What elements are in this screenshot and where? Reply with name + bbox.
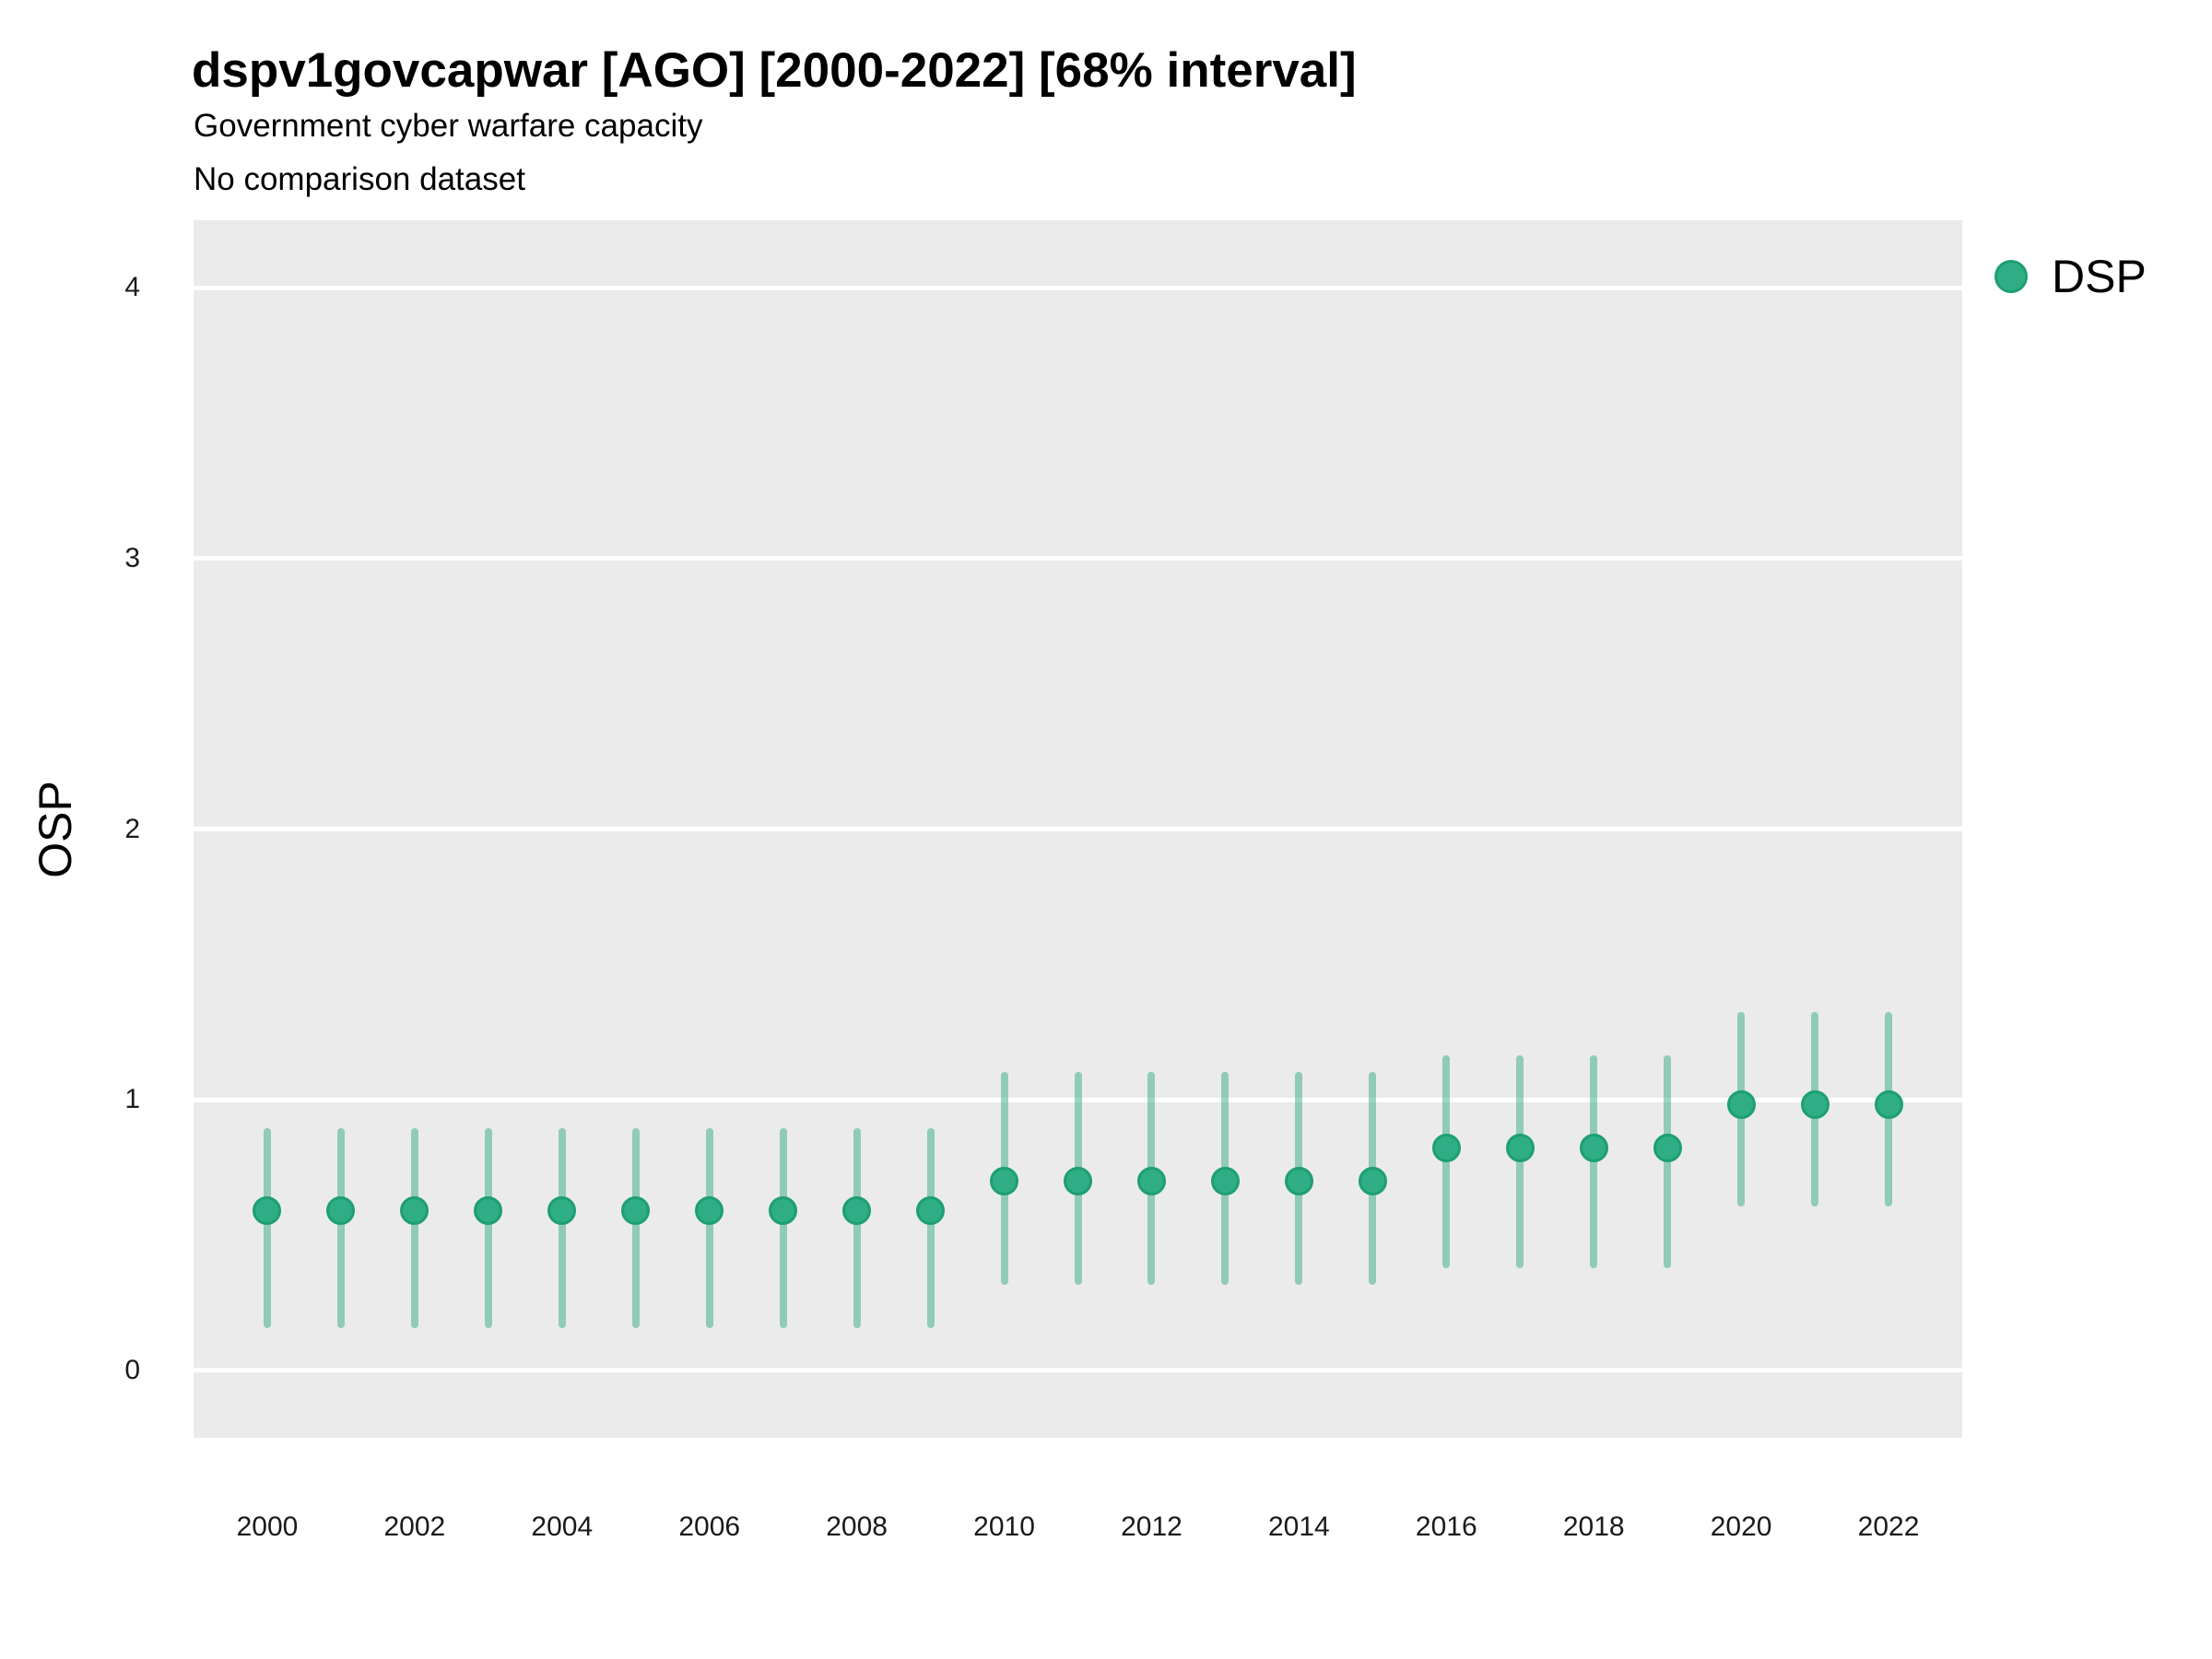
error-bar: [263, 1128, 271, 1328]
error-bar: [558, 1128, 566, 1328]
x-tick-label: 2002: [383, 1512, 446, 1542]
data-point: [695, 1195, 724, 1225]
data-point: [842, 1195, 872, 1225]
data-point: [1136, 1166, 1166, 1195]
data-point: [547, 1195, 577, 1225]
x-tick-label: 2010: [973, 1512, 1035, 1542]
data-point: [990, 1166, 1019, 1195]
data-point: [916, 1195, 946, 1225]
error-bar: [631, 1128, 640, 1328]
data-point: [769, 1195, 798, 1225]
x-tick-label: 2020: [1710, 1512, 1772, 1542]
data-point: [1653, 1134, 1682, 1163]
data-point: [326, 1195, 356, 1225]
data-point: [1505, 1134, 1535, 1163]
error-bar: [853, 1128, 861, 1328]
gridline: [194, 1368, 1962, 1373]
data-point: [1284, 1166, 1313, 1195]
x-tick-label: 2018: [1562, 1512, 1625, 1542]
gridline: [194, 1097, 1962, 1102]
x-tick-label: 2014: [1268, 1512, 1330, 1542]
error-bar: [484, 1128, 492, 1328]
plot-panel: [194, 220, 1962, 1438]
x-tick-label: 2022: [1857, 1512, 1920, 1542]
chart-subtitle: Government cyber warfare capacity: [194, 108, 703, 144]
gridline: [194, 556, 1962, 561]
y-tick-label: 4: [124, 272, 140, 303]
x-tick-label: 2016: [1415, 1512, 1477, 1542]
error-bar: [926, 1128, 935, 1328]
error-bar: [336, 1128, 345, 1328]
data-point: [253, 1195, 282, 1225]
y-tick-label: 2: [124, 813, 140, 844]
error-bar: [705, 1128, 713, 1328]
x-tick-label: 2012: [1121, 1512, 1182, 1542]
legend-point-icon: [1994, 260, 2028, 293]
error-bar: [779, 1128, 787, 1328]
x-tick-label: 2000: [236, 1512, 299, 1542]
y-tick-label: 3: [124, 542, 140, 573]
data-point: [1064, 1166, 1092, 1195]
x-tick-label: 2008: [826, 1512, 888, 1542]
gridline: [194, 827, 1962, 831]
gridline: [194, 285, 1962, 290]
data-point: [1431, 1134, 1461, 1163]
data-point: [1579, 1134, 1608, 1163]
x-tick-label: 2006: [678, 1512, 741, 1542]
data-point: [400, 1195, 429, 1225]
error-bar: [410, 1128, 418, 1328]
y-tick-label: 1: [124, 1084, 140, 1115]
data-point: [1726, 1090, 1756, 1120]
chart-note: No comparison dataset: [194, 161, 525, 197]
y-tick-label: 0: [124, 1354, 140, 1385]
data-point: [1210, 1166, 1240, 1195]
x-tick-label: 2004: [531, 1512, 594, 1542]
legend-label: DSP: [2052, 251, 2147, 302]
data-point: [474, 1195, 503, 1225]
data-point: [1358, 1166, 1387, 1195]
data-point: [621, 1195, 651, 1225]
data-point: [1874, 1090, 1903, 1120]
chart-title: dspv1govcapwar [AGO] [2000-2022] [68% in…: [192, 43, 1357, 98]
data-point: [1800, 1090, 1830, 1120]
